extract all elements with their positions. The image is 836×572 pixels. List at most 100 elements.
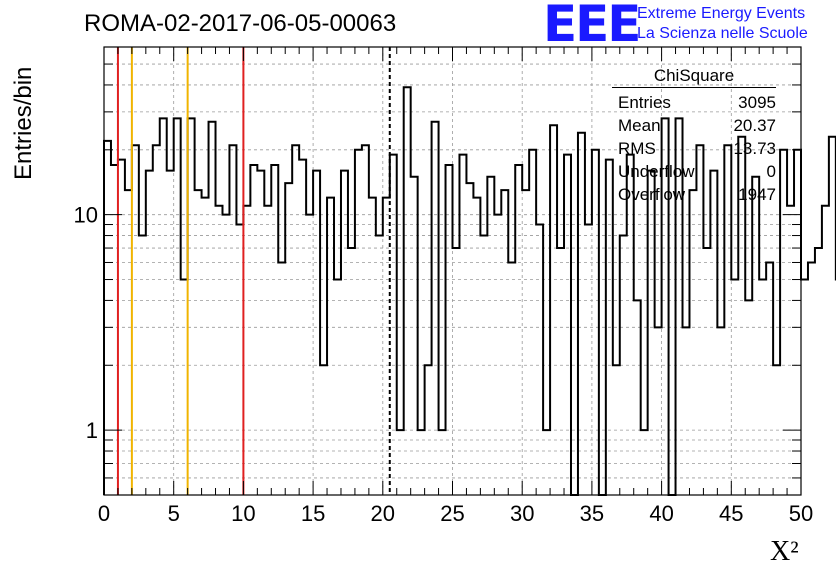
- histogram-bin: [327, 198, 334, 495]
- histogram-bin: [787, 206, 794, 495]
- histogram-bin: [745, 300, 752, 495]
- histogram-bin: [320, 365, 327, 495]
- histogram-bin: [174, 118, 181, 495]
- stats-row-underflow: Underflow 0: [618, 162, 776, 181]
- histogram-bin: [348, 248, 355, 495]
- histogram-bin: [634, 300, 641, 495]
- histogram-bin: [181, 280, 188, 495]
- histogram-bin: [585, 225, 592, 495]
- histogram-bin: [362, 145, 369, 495]
- histogram-bin: [355, 150, 362, 495]
- x-tick-label: 5: [168, 501, 180, 526]
- histogram-bin: [501, 190, 508, 495]
- histogram-bin: [780, 150, 787, 495]
- reference-lines: [116, 47, 391, 495]
- histogram-bin: [236, 225, 243, 495]
- histogram-bin: [655, 327, 662, 495]
- x-tick-label: 20: [371, 501, 395, 526]
- histogram-bin: [515, 165, 522, 495]
- histogram-bin: [564, 155, 571, 495]
- histogram-bin: [383, 198, 390, 495]
- histogram-bin: [752, 177, 759, 495]
- logo-line-1: Extreme Energy Events: [637, 5, 806, 22]
- x-tick-label: 50: [789, 501, 813, 526]
- histogram-bin: [522, 190, 529, 495]
- histogram-bin: [222, 215, 229, 495]
- y-axis-label: Entries/bin: [10, 66, 37, 180]
- histogram-bin: [229, 145, 236, 495]
- x-tick-label: 30: [510, 501, 534, 526]
- histogram-bin: [250, 165, 257, 495]
- histogram-bin: [508, 262, 515, 495]
- x-tick-label: 0: [98, 501, 110, 526]
- histogram-bin: [397, 430, 404, 495]
- stats-row-mean: Mean 20.37: [618, 116, 776, 135]
- histogram-outline: [103, 86, 836, 496]
- histogram-bars: [103, 86, 836, 496]
- histogram-bin: [487, 177, 494, 495]
- stats-name: ChiSquare: [612, 66, 776, 88]
- histogram-bin: [536, 225, 543, 495]
- histogram-bin: [404, 87, 411, 495]
- histogram-bin: [369, 198, 376, 495]
- histogram-bin: [313, 171, 320, 495]
- x-tick-label: 25: [440, 501, 464, 526]
- histogram-bin: [689, 190, 696, 495]
- histogram-bin: [167, 171, 174, 495]
- x-axis-label: X²: [770, 536, 799, 567]
- histogram-bin: [390, 155, 397, 495]
- histogram-bin: [188, 118, 195, 495]
- histogram-bin: [557, 248, 564, 495]
- x-tick-label: 35: [580, 501, 604, 526]
- histogram-bin: [160, 118, 167, 495]
- histogram-bin: [494, 215, 501, 495]
- histogram-bin: [717, 327, 724, 495]
- stats-box: ChiSquare Entries 3095 Mean 20.37 RMS 13.73…: [612, 66, 776, 206]
- histogram-bin: [271, 165, 278, 495]
- histogram-bin: [801, 280, 808, 495]
- histogram-bin: [104, 141, 111, 495]
- histogram-bin: [125, 190, 132, 495]
- logo-line-2: La Scienza nelle Scuole: [637, 25, 808, 42]
- y-tick-label: 10: [74, 203, 98, 228]
- histogram-bin: [480, 236, 487, 495]
- histogram-bin: [808, 262, 815, 495]
- histogram-bin: [243, 206, 250, 495]
- histogram-bin: [285, 183, 292, 495]
- histogram-bin: [432, 122, 439, 495]
- x-tick-label: 10: [231, 501, 255, 526]
- histogram-bin: [773, 365, 780, 495]
- histogram-bin: [529, 150, 536, 495]
- histogram-bin: [473, 198, 480, 495]
- histogram-bin: [613, 365, 620, 495]
- histogram-bin: [550, 125, 557, 495]
- histogram-bin: [710, 171, 717, 495]
- histogram-bin: [578, 133, 585, 495]
- histogram-bin: [641, 430, 648, 495]
- histogram-bin: [425, 365, 432, 495]
- histogram-bin: [418, 430, 425, 495]
- y-tick-label: 1: [86, 418, 98, 443]
- x-tick-label: 40: [649, 501, 673, 526]
- histogram-bin: [153, 145, 160, 495]
- histogram-bin: [794, 150, 801, 495]
- histogram-bin: [439, 430, 446, 495]
- histogram-bin: [411, 177, 418, 495]
- histogram-bin: [278, 262, 285, 495]
- histogram-bin: [683, 327, 690, 495]
- histogram-bin: [648, 171, 655, 495]
- histogram-bin: [264, 206, 271, 495]
- histogram-bin: [299, 160, 306, 495]
- stats-row-entries: Entries 3095: [618, 93, 776, 112]
- histogram-bin: [118, 160, 125, 495]
- histogram-bin: [759, 280, 766, 495]
- eee-logo: EEE: [543, 0, 641, 53]
- x-tick-label: 45: [719, 501, 743, 526]
- histogram-bin: [334, 280, 341, 495]
- histogram-bin: [543, 430, 550, 495]
- stats-row-overflow: Overflow 1947: [618, 185, 776, 204]
- chart-title: ROMA-02-2017-06-05-00063: [84, 10, 397, 37]
- histogram-bin: [341, 171, 348, 495]
- histogram-bin: [453, 248, 460, 495]
- histogram-bin: [132, 145, 139, 495]
